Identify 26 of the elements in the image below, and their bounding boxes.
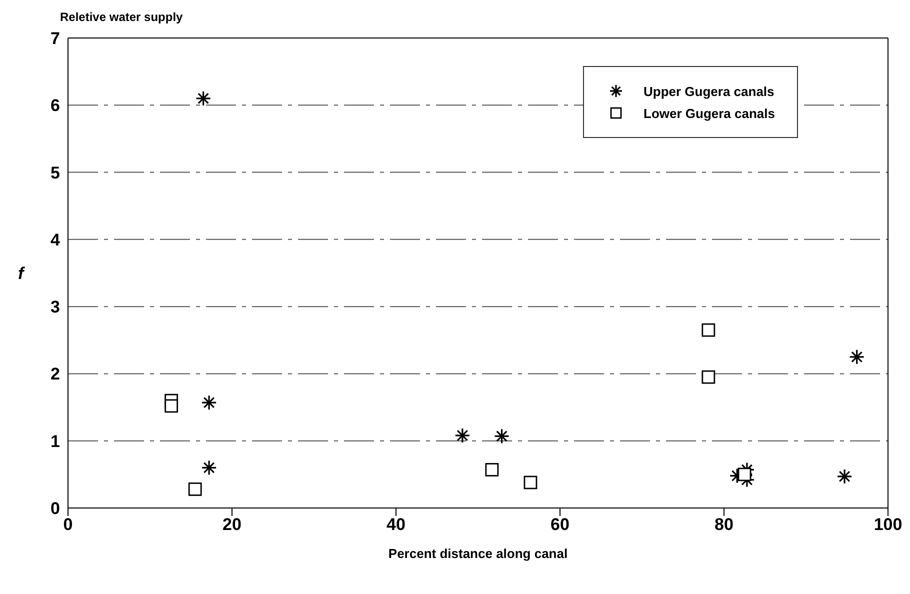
x-tick-label: 60 [550,515,570,534]
y-tick-label: 6 [50,96,60,116]
x-tick-label: 0 [63,515,73,534]
point [164,399,178,413]
y-tick-label: 5 [50,163,60,182]
chart-title: Reletive water supply [60,10,183,24]
x-tick-label: 100 [874,515,902,534]
y-tick-label: 4 [50,230,61,250]
y-axis-title: f [18,264,26,284]
x-tick-label: 80 [714,515,734,534]
y-tick-label: 2 [50,364,60,384]
y-tick-label: 1 [50,432,60,451]
y-tick-label: 3 [50,298,60,317]
y-tick-label: 0 [50,499,60,518]
legend-label: Lower Gugera canals [644,106,775,120]
point [524,476,538,490]
y-tick-label: 7 [50,29,60,48]
x-tick-label: 20 [222,515,242,534]
x-axis-title: Percent distance along canal [388,546,568,561]
point [738,468,752,482]
x-tick-label: 40 [386,515,406,534]
point [702,370,716,384]
point [485,463,499,476]
point [188,482,202,496]
legend-label: Upper Gugera canals [644,84,774,98]
point [702,323,716,337]
